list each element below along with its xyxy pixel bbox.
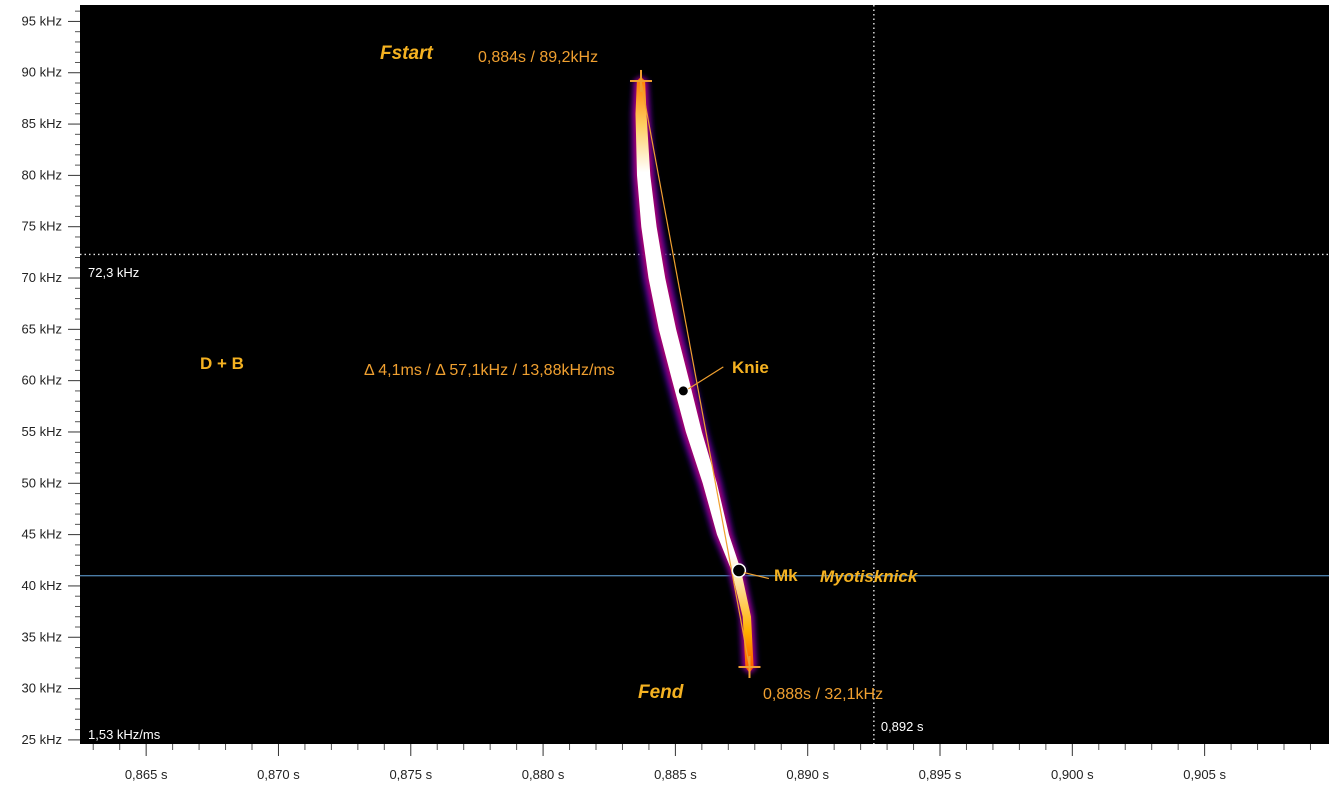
fend-value: 0,888s / 32,1kHz: [763, 686, 883, 703]
y-tick-label: 80 kHz: [22, 167, 62, 182]
y-tick-label: 45 kHz: [22, 527, 62, 542]
slope-readout: 1,53 kHz/ms: [88, 727, 161, 742]
crosshair-y-readout: 72,3 kHz: [88, 265, 139, 280]
y-tick-label: 40 kHz: [22, 578, 62, 593]
x-tick-label: 0,865 s: [125, 767, 168, 782]
fstart-label: Fstart: [380, 43, 433, 64]
plot-area[interactable]: [80, 5, 1329, 744]
x-tick-label: 0,895 s: [919, 767, 962, 782]
y-tick-label: 50 kHz: [22, 475, 62, 490]
knie-leader: [688, 366, 724, 390]
y-tick-label: 95 kHz: [22, 13, 62, 28]
mk-point: [731, 563, 747, 578]
y-tick-label: 90 kHz: [22, 65, 62, 80]
fstart-value: 0,884s / 89,2kHz: [478, 49, 598, 66]
x-tick-label: 0,890 s: [786, 767, 829, 782]
mk-label: Mk: [774, 566, 798, 585]
y-tick-label: 75 kHz: [22, 219, 62, 234]
y-tick-label: 85 kHz: [22, 116, 62, 131]
knie-label: Knie: [732, 358, 769, 377]
x-tick-label: 0,905 s: [1183, 767, 1226, 782]
mk-leader: [743, 571, 770, 580]
myotisknick-label: Myotisknick: [820, 567, 919, 586]
y-tick-label: 65 kHz: [22, 321, 62, 336]
x-tick-label: 0,880 s: [522, 767, 565, 782]
delta-readout: Δ 4,1ms / Δ 57,1kHz / 13,88kHz/ms: [364, 362, 615, 379]
x-tick-label: 0,885 s: [654, 767, 697, 782]
y-tick-label: 25 kHz: [22, 732, 62, 747]
y-tick-label: 70 kHz: [22, 270, 62, 285]
x-tick-label: 0,875 s: [389, 767, 432, 782]
y-tick-label: 30 kHz: [22, 681, 62, 696]
y-tick-label: 55 kHz: [22, 424, 62, 439]
y-tick-label: 35 kHz: [22, 629, 62, 644]
x-tick-label: 0,900 s: [1051, 767, 1094, 782]
knie-point: [676, 384, 690, 398]
fit-line: [640, 80, 751, 668]
x-tick-label: 0,870 s: [257, 767, 300, 782]
fend-label: Fend: [638, 682, 684, 703]
call-core: [635, 76, 754, 674]
group-label: D + B: [200, 354, 244, 373]
y-tick-label: 60 kHz: [22, 373, 62, 388]
crosshair-x-readout: 0,892 s: [881, 719, 924, 734]
